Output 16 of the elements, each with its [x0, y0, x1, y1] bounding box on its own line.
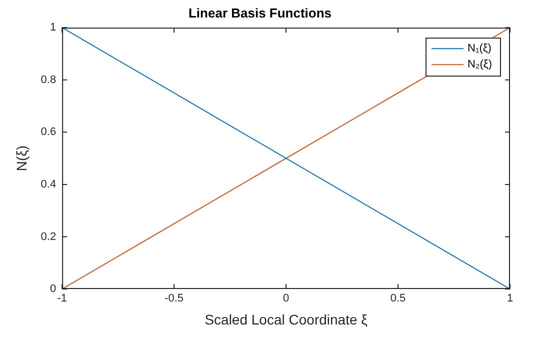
legend-label: N₁(ξ): [468, 42, 492, 55]
x-tick-label: 1: [506, 292, 514, 305]
chart-title: Linear Basis Functions: [188, 5, 332, 20]
legend-label: N₂(ξ): [468, 58, 492, 71]
y-tick-label: 0.4: [40, 178, 56, 190]
y-tick-label: 1: [50, 22, 56, 34]
y-tick-label: 0.2: [40, 230, 56, 243]
x-tick-label: 0: [282, 292, 290, 305]
x-axis-title: Scaled Local Coordinate ξ: [204, 311, 368, 328]
y-tick-label: 0.6: [40, 126, 56, 138]
x-tick-label: -0.5: [164, 292, 184, 305]
y-axis-title: N(ξ): [13, 145, 30, 172]
y-tick-label: 0.8: [40, 74, 56, 86]
y-tick-label: 0: [50, 283, 56, 296]
x-tick-label: -1: [57, 292, 67, 305]
x-tick-label: 0.5: [390, 292, 406, 305]
